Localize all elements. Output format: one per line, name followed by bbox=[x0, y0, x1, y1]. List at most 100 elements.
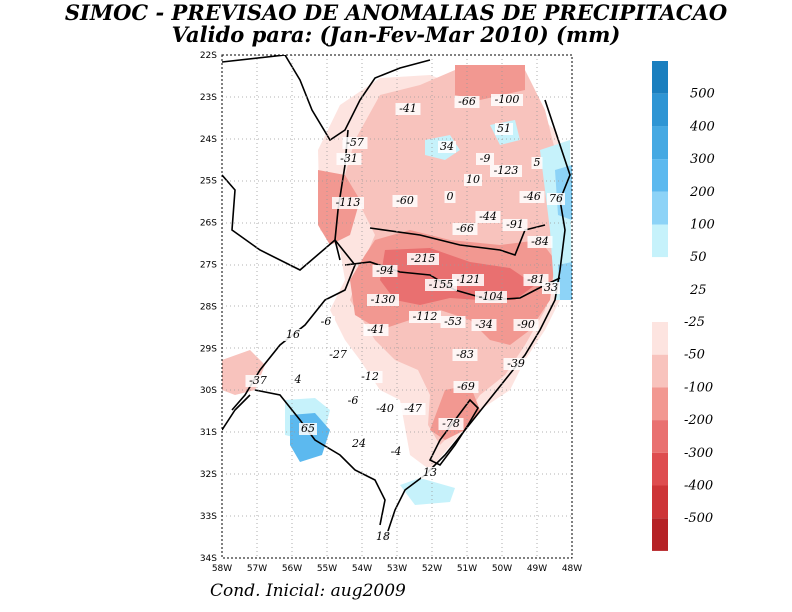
colorbar-swatch bbox=[652, 257, 668, 290]
contour-label-bg bbox=[344, 395, 362, 407]
contour-label: -37 bbox=[249, 374, 267, 387]
contour-label-bg bbox=[350, 438, 368, 450]
contour-label-bg bbox=[475, 291, 507, 303]
colorbar-swatch bbox=[652, 387, 668, 421]
contour-label-bg bbox=[372, 265, 398, 277]
colorbar-swatch bbox=[652, 126, 668, 160]
lat-tick-label: 34S bbox=[200, 554, 217, 564]
colorbar-swatch bbox=[652, 93, 668, 127]
contour-label-bg bbox=[392, 195, 418, 207]
contour-label-bg bbox=[542, 282, 560, 294]
contour-label-bg bbox=[491, 94, 523, 106]
contour-label: 33 bbox=[544, 281, 558, 294]
lon-tick-label: 51W bbox=[457, 564, 477, 574]
argentina-border bbox=[222, 174, 356, 411]
contour-label: -60 bbox=[396, 194, 414, 207]
contour-label: -78 bbox=[442, 417, 460, 430]
contour-label-bg bbox=[332, 197, 364, 209]
contour-label: -44 bbox=[479, 210, 497, 223]
colorbar-swatch bbox=[652, 224, 668, 258]
lat-tick-label: 31S bbox=[200, 428, 217, 438]
map-title: SIMOC - PREVISAO DE ANOMALIAS DE PRECIPI… bbox=[64, 0, 728, 25]
contour-label: -69 bbox=[457, 380, 475, 393]
colorbar-label: 50 bbox=[690, 250, 707, 265]
lon-tick-label: 57W bbox=[247, 564, 267, 574]
contour-label: 10 bbox=[466, 173, 480, 186]
colorbar-swatch bbox=[652, 191, 668, 225]
map-frame bbox=[221, 54, 573, 559]
contour-label-bg bbox=[502, 219, 528, 231]
contour-label: -57 bbox=[346, 136, 364, 149]
lon-tick-label: 54W bbox=[352, 564, 372, 574]
contour-label-bg bbox=[395, 103, 421, 115]
lat-tick-label: 23S bbox=[200, 93, 217, 103]
initial-condition-label: Cond. Inicial: aug2009 bbox=[210, 581, 406, 601]
colorbar-label: 400 bbox=[689, 119, 715, 134]
colorbar-swatch bbox=[652, 322, 668, 355]
contour-label: -123 bbox=[494, 164, 519, 177]
colorbar-label: 300 bbox=[690, 152, 715, 167]
latitude-axis: 22S 23S 24S 25S 26S 27S 28S 29S 30S 31S 32S 33S 34S bbox=[200, 51, 217, 564]
contour-label-bg bbox=[342, 137, 368, 149]
contour-label-bg bbox=[299, 423, 317, 435]
contour-label-bg bbox=[453, 381, 479, 393]
contour-label-bg bbox=[440, 316, 466, 328]
contour-label-bg bbox=[336, 153, 362, 165]
contour-label-bg bbox=[400, 403, 426, 415]
colorbar-label: -100 bbox=[684, 380, 713, 395]
colorbar-label: 25 bbox=[689, 283, 707, 298]
contour-label: -12 bbox=[361, 370, 379, 383]
contour-label-bg bbox=[317, 316, 335, 328]
contour-label: -121 bbox=[456, 273, 481, 286]
colorbar-label: -400 bbox=[684, 479, 713, 494]
contour-label: -46 bbox=[523, 190, 541, 203]
contour-label-bg bbox=[495, 123, 513, 135]
contour-label: 76 bbox=[549, 192, 563, 205]
contour-label: -84 bbox=[531, 235, 549, 248]
lat-tick-label: 32S bbox=[200, 470, 217, 480]
contour-label: -9 bbox=[480, 152, 491, 165]
shade-pos-weak-coast bbox=[400, 478, 455, 505]
contour-labels: -66 -100 -41 51 -57 34 -9 5 -31 -123 10 0 -46 76 -113 -… bbox=[245, 93, 565, 543]
contour-label-bg bbox=[425, 279, 457, 291]
contour-label: -81 bbox=[527, 273, 545, 286]
contour-label: -215 bbox=[411, 252, 436, 265]
contour-label: -94 bbox=[376, 264, 394, 277]
contour-label: -6 bbox=[321, 315, 332, 328]
colorbar-label: -50 bbox=[684, 348, 705, 363]
contour-label-bg bbox=[444, 191, 456, 203]
contour-label: -47 bbox=[404, 402, 422, 415]
shade-pos-moderate-east2 bbox=[558, 262, 572, 300]
contour-label: 51 bbox=[497, 122, 511, 135]
lat-tick-label: 25S bbox=[200, 177, 217, 187]
contour-label: -41 bbox=[367, 323, 385, 336]
contour-label: 16 bbox=[286, 328, 300, 341]
contour-label: -4 bbox=[391, 445, 402, 458]
colorbar-label: -500 bbox=[684, 511, 713, 526]
contour-label: 0 bbox=[447, 190, 454, 203]
contour-label-bg bbox=[372, 403, 398, 415]
contour-label: -41 bbox=[399, 102, 417, 115]
longitude-axis: 58W 57W 56W 55W 54W 53W 52W 51W 50W 49W 48W bbox=[212, 564, 582, 574]
contour-label: 4 bbox=[294, 373, 302, 386]
lon-tick-label: 50W bbox=[492, 564, 512, 574]
lat-tick-label: 30S bbox=[200, 386, 217, 396]
colorbar-swatch bbox=[652, 159, 668, 192]
contour-label-bg bbox=[490, 165, 522, 177]
colorbar-label: 200 bbox=[689, 185, 715, 200]
contour-label-bg bbox=[475, 211, 501, 223]
contour-label-bg bbox=[387, 446, 405, 458]
contour-label-bg bbox=[464, 174, 482, 186]
contour-label: -53 bbox=[444, 315, 462, 328]
lat-tick-label: 28S bbox=[200, 302, 217, 312]
contour-label: -100 bbox=[495, 93, 520, 106]
lon-tick-label: 52W bbox=[422, 564, 442, 574]
contour-label-bg bbox=[513, 319, 539, 331]
colorbar-label: -200 bbox=[684, 413, 713, 428]
lat-tick-label: 27S bbox=[200, 261, 217, 271]
contour-label-bg bbox=[284, 329, 302, 341]
contour-label: -27 bbox=[329, 348, 347, 361]
lat-tick-label: 24S bbox=[200, 135, 217, 145]
contour-label-bg bbox=[519, 191, 545, 203]
